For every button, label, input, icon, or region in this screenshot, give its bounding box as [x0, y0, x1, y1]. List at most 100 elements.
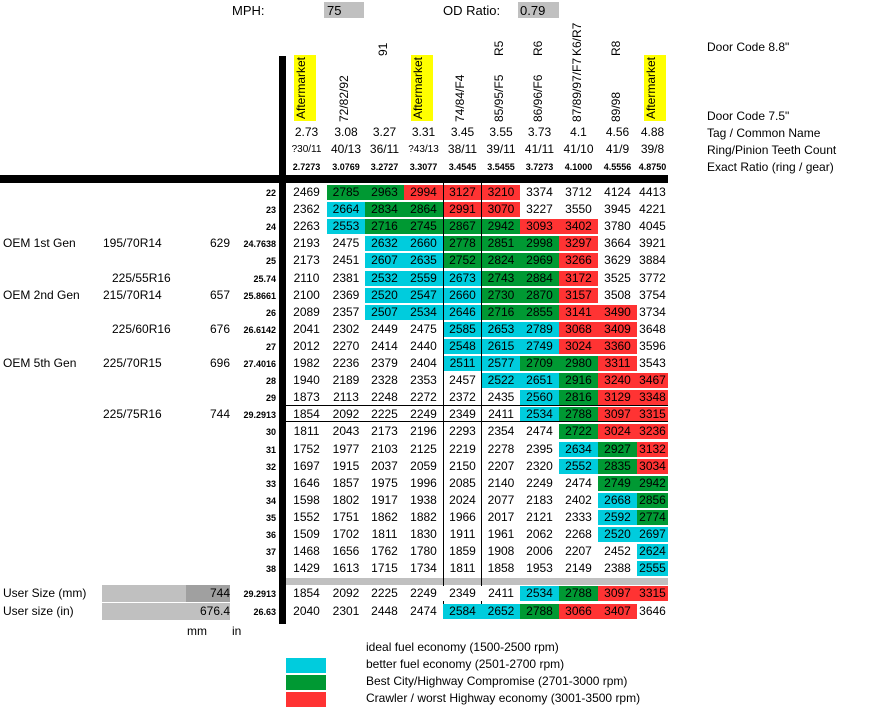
tire-size: 225/55R16: [112, 270, 171, 285]
rpm-cell: 2963: [365, 185, 404, 200]
user-size-input[interactable]: 676.4: [199, 604, 230, 618]
rpm-cell: 1702: [327, 527, 365, 542]
tire-diameter: 28: [265, 376, 276, 387]
rpm-cell: 2788: [520, 604, 559, 619]
teeth-value: 39/11: [486, 142, 516, 156]
rpm-cell: 2278: [482, 441, 520, 457]
od-ratio-input[interactable]: [518, 2, 559, 18]
exact-ratio-value: 2.7273: [292, 162, 321, 172]
rpm-cell: 2660: [443, 287, 482, 303]
rpm-cell: 2207: [482, 458, 520, 474]
tire-diameter: 30: [265, 427, 276, 438]
tire-diameter: 24: [265, 222, 276, 233]
rpm-cell: 1854: [286, 407, 327, 423]
rpm-cell: 1911: [443, 527, 482, 542]
tire-size: 225/60R16: [112, 321, 171, 336]
rpm-cell: 2041: [286, 321, 327, 337]
rpm-cell: 2402: [559, 492, 598, 508]
table-row: 1697 1915 2037 2059 2150 2207 2320 2552 2835 3034…: [0, 458, 668, 475]
rpm-cell: 3734: [637, 304, 668, 320]
rpm-cell: 2236: [327, 356, 365, 371]
teeth-value: 41/11: [524, 142, 555, 156]
od-ratio-label: OD Ratio:: [443, 3, 501, 18]
tire-diameter: 32: [265, 461, 276, 472]
rpm-cell: 2743: [482, 270, 520, 286]
rpm-cell: 2404: [404, 356, 443, 371]
rpm-cell: 1780: [404, 544, 443, 560]
rpm-cell: 2998: [520, 236, 559, 252]
door-code-88-value: R8: [609, 40, 623, 56]
tire-diameter: 24.7638: [243, 239, 276, 250]
rpm-cell: 3884: [637, 253, 668, 269]
rpm-cell: 2749: [598, 475, 637, 491]
rpm-cell: 2173: [286, 253, 327, 269]
rpm-cell: 1646: [286, 475, 327, 491]
rpm-cell: 3311: [598, 356, 637, 371]
rpm-cell: 2474: [520, 424, 559, 440]
rpm-cell: 1859: [443, 544, 482, 560]
rpm-cell: 2196: [404, 424, 443, 440]
rpm-cell: 2816: [559, 390, 598, 406]
rpm-cell: 2834: [365, 202, 404, 218]
rpm-cell: 2534: [404, 304, 443, 320]
rpm-cell: 1938: [404, 492, 443, 508]
door-code-75-value: 89/98: [609, 91, 623, 122]
rpm-cell: 2469: [286, 185, 327, 200]
rpm-cell: 2362: [286, 202, 327, 218]
rpm-cell: 3172: [559, 270, 598, 286]
legend-swatch: [286, 675, 326, 690]
teeth-value: 38/11: [447, 142, 478, 156]
rpm-cell: 2249: [404, 586, 443, 601]
tire-diameter: 33: [265, 478, 276, 489]
exact-ratio-value: 4.8750: [638, 162, 667, 172]
tire-diameter: 31: [265, 444, 276, 455]
rpm-cell: 2333: [559, 509, 598, 525]
exact-ratio-value: 3.4545: [448, 162, 477, 172]
rpm-cell: 3409: [598, 321, 637, 337]
user-size-input[interactable]: 744: [209, 586, 230, 600]
rpm-cell: 2270: [327, 338, 365, 354]
rpm-cell: 1975: [365, 475, 404, 491]
rpm-cell: 2435: [482, 390, 520, 406]
tire-diameter: 27: [265, 341, 276, 352]
vehicle-generation: OEM 5th Gen: [3, 356, 77, 370]
table-row: 2110 2381 2532 2559 2673 2743 2884 3172 3525 3772…: [0, 270, 668, 287]
exact-ratio-value: 3.3077: [409, 162, 438, 172]
user-size-active-input[interactable]: [186, 585, 230, 602]
tire-diameter: 37: [265, 547, 276, 558]
table-row: 2089 2357 2507 2534 2646 2716 2855 3141 3490 3734…: [0, 304, 668, 321]
exact-ratio-value: 3.0769: [332, 162, 360, 172]
mph-input[interactable]: [324, 2, 364, 18]
rpm-cell: 2789: [520, 321, 559, 337]
rpm-cell: 2225: [365, 586, 404, 601]
rpm-cell: 3297: [559, 236, 598, 252]
rpm-cell: 1996: [404, 475, 443, 491]
rpm-cell: 2884: [520, 270, 559, 286]
rpm-cell: 2263: [286, 219, 327, 235]
rpm-cell: 2716: [365, 219, 404, 235]
rpm-cell: 1908: [482, 544, 520, 560]
rpm-cell: 2414: [365, 338, 404, 354]
rpm-cell: 1509: [286, 527, 327, 542]
rpm-cell: 2448: [365, 604, 404, 619]
tire-diameter: 29: [265, 393, 276, 404]
rpm-cell: 1598: [286, 492, 327, 508]
rpm-cell: 2916: [559, 373, 598, 389]
tag-value: 3.73: [527, 125, 552, 139]
rpm-cell: 1982: [286, 356, 327, 371]
legend-swatch: [286, 658, 326, 673]
rpm-cell: 2451: [327, 253, 365, 269]
door-code-75-value: 87/89/97/F7: [570, 57, 584, 122]
door-code-75-value: 86/96/F6: [531, 74, 545, 122]
tag-common-label: Tag / Common Name: [707, 126, 821, 140]
tire-mm: 696: [209, 356, 230, 370]
rpm-cell: 3097: [598, 586, 637, 601]
rpm-cell: 2547: [404, 287, 443, 303]
teeth-value: 36/11: [369, 142, 400, 156]
rpm-cell: 3129: [598, 390, 637, 406]
rpm-cell: 2388: [598, 561, 637, 577]
od-ratio-value: 0.79: [520, 3, 546, 18]
rpm-cell: 1811: [286, 424, 327, 440]
rpm-cell: 2552: [559, 458, 598, 474]
rpm-cell: 3093: [520, 219, 559, 235]
